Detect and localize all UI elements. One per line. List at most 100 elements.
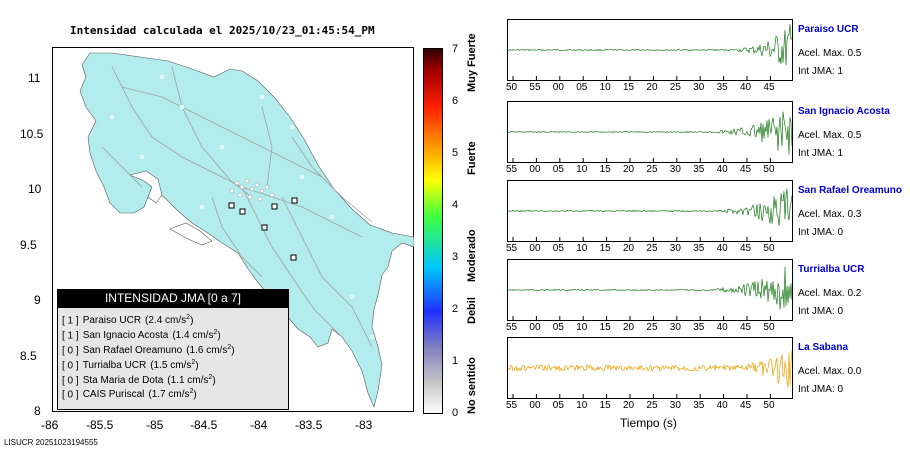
intensity-colorbar [423, 48, 443, 414]
legend-row: [ 0 ] CAIS Puriscal (1.7 cm/s2) [62, 388, 197, 400]
scale-word-fuerte: Fuerte [466, 141, 478, 175]
time-tick: 45 [763, 82, 775, 93]
legend-code: [ 1 ] [62, 315, 79, 327]
time-tick: 45 [740, 164, 752, 175]
time-tick: 15 [599, 400, 611, 411]
station-jma-intensity: Int JMA: 0 [798, 306, 844, 317]
legend-code: [ 0 ] [62, 360, 79, 372]
colorbar-tick: 1 [452, 355, 459, 367]
time-tick: 20 [623, 322, 635, 333]
scale-word-muy-fuerte: Muy Fuerte [466, 33, 478, 92]
time-tick: 05 [552, 243, 564, 254]
waveform-panel [507, 19, 793, 81]
time-tick: 25 [646, 243, 658, 254]
legend-code: [ 0 ] [62, 345, 79, 357]
time-tick: 55 [506, 322, 518, 333]
time-tick: 10 [576, 322, 588, 333]
time-tick: 45 [740, 322, 752, 333]
colorbar-tick: 7 [452, 43, 459, 55]
y-tick: 10 [28, 182, 42, 196]
legend-header: INTENSIDAD JMA [0 a 7] [57, 289, 289, 308]
time-tick: 55 [529, 82, 541, 93]
colorbar-tick: 5 [452, 147, 459, 159]
time-tick: 40 [716, 322, 728, 333]
legend-unit-exponent: 2 [191, 359, 196, 366]
time-tick: 00 [529, 400, 541, 411]
legend-unit-exponent: 2 [208, 374, 213, 381]
time-tick: 05 [576, 82, 588, 93]
time-tick: 50 [763, 322, 775, 333]
colorbar-tick: 0 [452, 407, 459, 419]
x-tick: -85.5 [86, 418, 114, 432]
colorbar-tick: 6 [452, 95, 459, 107]
waveform-trace [508, 111, 792, 162]
legend-close: ) [195, 360, 199, 372]
time-tick: 35 [693, 243, 705, 254]
time-tick: 00 [529, 243, 541, 254]
legend-code: [ 0 ] [62, 375, 79, 387]
time-tick: 35 [693, 322, 705, 333]
time-tick: 50 [763, 164, 775, 175]
legend-close: ) [212, 375, 216, 387]
time-tick: 40 [716, 400, 728, 411]
colorbar-tick: 2 [452, 303, 459, 315]
station-max-accel: Acel. Max. 0.5 [798, 48, 862, 59]
station-name: San Rafael Oreamuno [798, 185, 902, 196]
time-tick: 50 [506, 82, 518, 93]
station-jma-intensity: Int JMA: 1 [798, 148, 844, 159]
time-tick: 30 [669, 164, 681, 175]
time-tick: 30 [669, 400, 681, 411]
legend-station-name: Turrialba UCR [82, 360, 147, 372]
scale-word-no-sentido: No sentido [466, 357, 478, 414]
time-tick: 25 [646, 322, 658, 333]
time-tick: 35 [693, 400, 705, 411]
waveform-trace [508, 349, 792, 398]
legend-box [57, 289, 289, 410]
legend-value: (1.1 cm/s [167, 375, 209, 387]
time-tick: 20 [623, 400, 635, 411]
time-tick: 50 [763, 400, 775, 411]
station-name: San Ignacio Acosta [798, 106, 890, 117]
time-tick: 00 [529, 322, 541, 333]
time-tick: 55 [506, 243, 518, 254]
time-tick: 05 [552, 322, 564, 333]
time-tick: 20 [623, 243, 635, 254]
time-tick: 55 [506, 400, 518, 411]
legend-value: (1.7 cm/s [148, 389, 190, 401]
legend-station-name: CAIS Puriscal [82, 389, 145, 401]
legend-station-name: San Rafael Oreamuno [82, 345, 183, 357]
legend-station-name: Paraiso UCR [82, 315, 142, 327]
time-tick: 30 [693, 82, 705, 93]
station-max-accel: Acel. Max. 0.2 [798, 288, 862, 299]
map-title: Intensidad calculada el 2025/10/23_01:45… [70, 24, 375, 37]
time-tick: 00 [552, 82, 564, 93]
legend-unit-exponent: 2 [227, 344, 232, 351]
waveform-trace [508, 23, 792, 80]
y-tick: 9 [34, 293, 41, 307]
time-tick: 40 [716, 164, 728, 175]
station-jma-intensity: Int JMA: 0 [798, 384, 844, 395]
costa-rica-land [79, 52, 414, 408]
waveform-panel [507, 180, 793, 242]
legend-value: (1.5 cm/s [150, 360, 192, 372]
x-tick: -84 [250, 418, 268, 432]
time-tick: 25 [646, 164, 658, 175]
y-tick: 11 [28, 71, 41, 85]
station-name: Turrialba UCR [798, 264, 865, 275]
time-tick: 35 [716, 82, 728, 93]
waveform-panel [507, 101, 793, 163]
legend-close: ) [190, 315, 194, 327]
colorbar-tick: 3 [452, 251, 459, 263]
time-tick: 15 [599, 164, 611, 175]
footer-id: LISUCR 20251023194555 [4, 438, 98, 447]
waveform-trace [508, 266, 792, 320]
time-tick: 45 [740, 243, 752, 254]
y-tick: 9.5 [20, 238, 37, 252]
x-tick: -83.5 [295, 418, 323, 432]
legend-row: [ 1 ] San Ignacio Acosta (1.4 cm/s2) [62, 329, 221, 341]
time-tick: 10 [576, 243, 588, 254]
time-tick: 10 [576, 400, 588, 411]
legend-unit-exponent: 2 [213, 329, 218, 336]
legend-code: [ 1 ] [62, 330, 79, 342]
legend-station-name: Sta Maria de Dota [82, 375, 164, 387]
